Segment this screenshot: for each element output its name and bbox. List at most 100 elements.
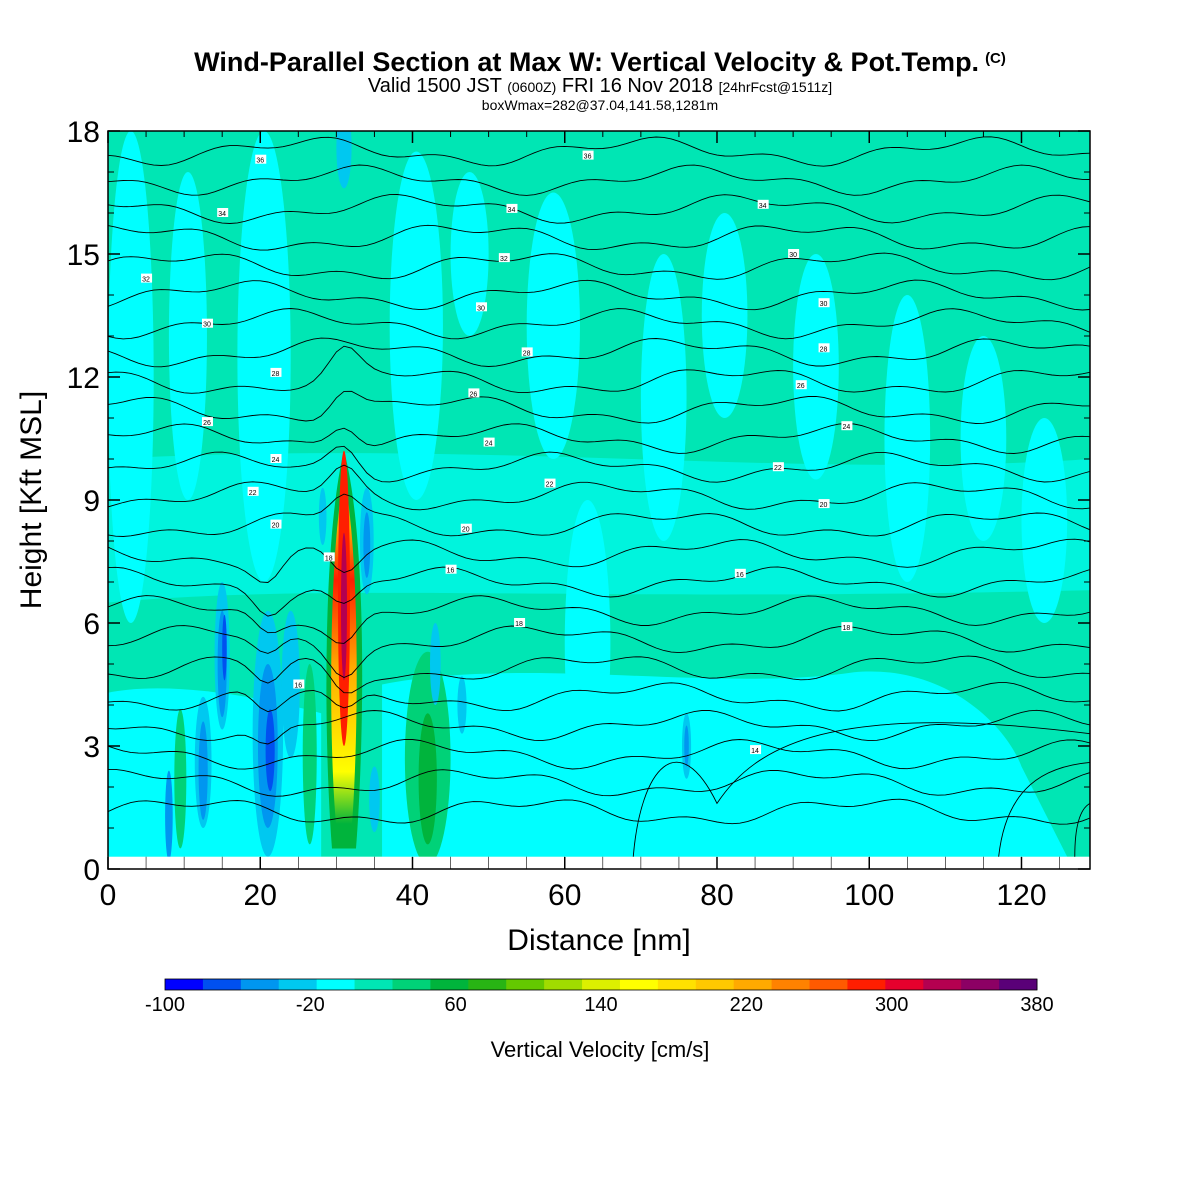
colorbar-tick-label: 60	[445, 994, 467, 1016]
isentrope-labels: 36 36 34 34 34 32 32 30 30 30 30 28 28 28 26 26 26 24 24 24…	[141, 150, 853, 755]
downdraft-patch	[369, 766, 380, 833]
isentrope-line	[108, 252, 1090, 281]
field-band	[108, 453, 1090, 603]
isentrope-label-box	[841, 421, 853, 431]
isentrope-line	[108, 345, 1090, 394]
isentrope-label-box	[818, 298, 830, 308]
x-tick-label: 0	[100, 879, 117, 912]
isentrope-label: 34	[218, 211, 226, 218]
chart-title-tag: (C)	[985, 50, 1006, 67]
isentrope-label: 16	[736, 572, 744, 579]
downdraft-patch	[430, 623, 441, 705]
isentrope-label: 22	[546, 482, 554, 489]
colorbar-swatch	[771, 979, 811, 990]
isentrope-label: 30	[789, 252, 797, 259]
isentrope-label-box	[514, 618, 526, 627]
colorbar-frame	[164, 978, 1038, 991]
field-streak	[389, 151, 443, 500]
x-tick-label: 40	[396, 879, 429, 912]
isentrope-line	[108, 224, 1090, 251]
downdraft-patch	[457, 676, 467, 734]
isentrope-label-box	[788, 249, 800, 258]
isentrope-line	[108, 194, 1090, 224]
field-streak	[450, 172, 489, 336]
downdraft-patch	[165, 770, 173, 861]
isentrope-label-box	[521, 347, 533, 357]
colorbar-swatch	[885, 979, 924, 990]
field-streak	[526, 192, 580, 459]
isentrope-label: 26	[469, 391, 477, 398]
isentrope-label-box	[506, 203, 518, 213]
colorbar-swatch	[240, 979, 280, 990]
colorbar-swatch	[316, 979, 356, 990]
downdraft-patch	[684, 725, 689, 767]
isentrope-line	[108, 164, 1090, 196]
isentrope-label-box	[750, 745, 762, 755]
isentrope-label-box	[460, 523, 472, 533]
x-tick-label: 20	[244, 879, 277, 912]
downdraft-patch	[222, 614, 227, 681]
isentrope-label: 20	[272, 523, 280, 530]
colorbar-swatch	[695, 979, 735, 990]
x-tick-label: 120	[996, 879, 1046, 912]
isentrope-label: 18	[843, 625, 851, 632]
colorbar-swatch	[544, 979, 583, 990]
isentrope-line	[108, 655, 1090, 694]
field-lowlevel	[382, 671, 1068, 857]
isentrope-label-box	[270, 367, 282, 377]
colorbar-swatch	[468, 979, 507, 990]
x-axis-label: Distance [nm]	[507, 924, 690, 957]
chart-subtitle: Valid 1500 JST (0600Z) FRI 16 Nov 2018 […	[0, 76, 1200, 97]
isentrope-label-box	[141, 273, 153, 283]
colorbar-label: Vertical Velocity [cm/s]	[491, 1037, 710, 1062]
isentrope-label-box	[255, 154, 267, 164]
downdraft-patch	[281, 610, 300, 759]
x-tick-label: 60	[548, 879, 581, 912]
isentrope-label: 34	[508, 207, 516, 214]
isentrope-label: 24	[272, 457, 280, 464]
field-green-core	[418, 713, 437, 845]
isentrope-label-box	[772, 462, 784, 472]
isentrope-label-box	[201, 318, 213, 328]
colorbar-tick-label: 380	[1020, 994, 1053, 1016]
colorbar-swatch	[430, 979, 469, 990]
colorbar-swatch	[809, 979, 848, 990]
colorbar-swatch	[278, 979, 318, 990]
isentrope-label-box	[270, 454, 282, 463]
isentrope-line	[108, 798, 1090, 825]
isentrope-lines	[108, 136, 1090, 857]
colorbar-swatch	[392, 979, 431, 990]
isentrope-label-box	[217, 208, 229, 217]
velocity-field	[108, 131, 1090, 869]
field-green-core	[174, 709, 187, 849]
isentrope-label: 20	[462, 527, 470, 534]
isentrope-label: 22	[249, 490, 257, 497]
colorbar-tick-label: -20	[296, 994, 325, 1016]
isentrope-label: 32	[500, 256, 508, 263]
colorbar-swatch	[354, 979, 393, 990]
isentrope-label: 22	[774, 465, 782, 472]
colorbar-swatch	[999, 979, 1038, 990]
colorbar-swatch	[961, 979, 1000, 990]
isentrope-line	[108, 768, 1090, 797]
isentrope-label-box	[270, 519, 282, 529]
isentrope-label-box	[841, 622, 853, 632]
isentrope-line	[108, 625, 1090, 679]
isentrope-label-box	[498, 253, 510, 263]
isentrope-label-box	[468, 388, 480, 398]
isentrope-line	[108, 390, 1090, 424]
colorbar-tick-label: 220	[730, 994, 763, 1016]
isentrope-line	[1074, 803, 1090, 857]
isentrope-label: 28	[523, 350, 531, 357]
field-streak	[793, 254, 839, 480]
colorbar-swatch	[657, 979, 697, 990]
colorbar-swatch	[847, 979, 886, 990]
isentrope-line	[108, 682, 1090, 713]
x-tick-label: 100	[844, 879, 894, 912]
field-streak	[168, 172, 207, 500]
colorbar-swatch	[165, 979, 204, 990]
isentrope-line	[632, 722, 1090, 857]
y-tick-label: 0	[83, 854, 100, 887]
isentrope-label-box	[323, 552, 335, 562]
